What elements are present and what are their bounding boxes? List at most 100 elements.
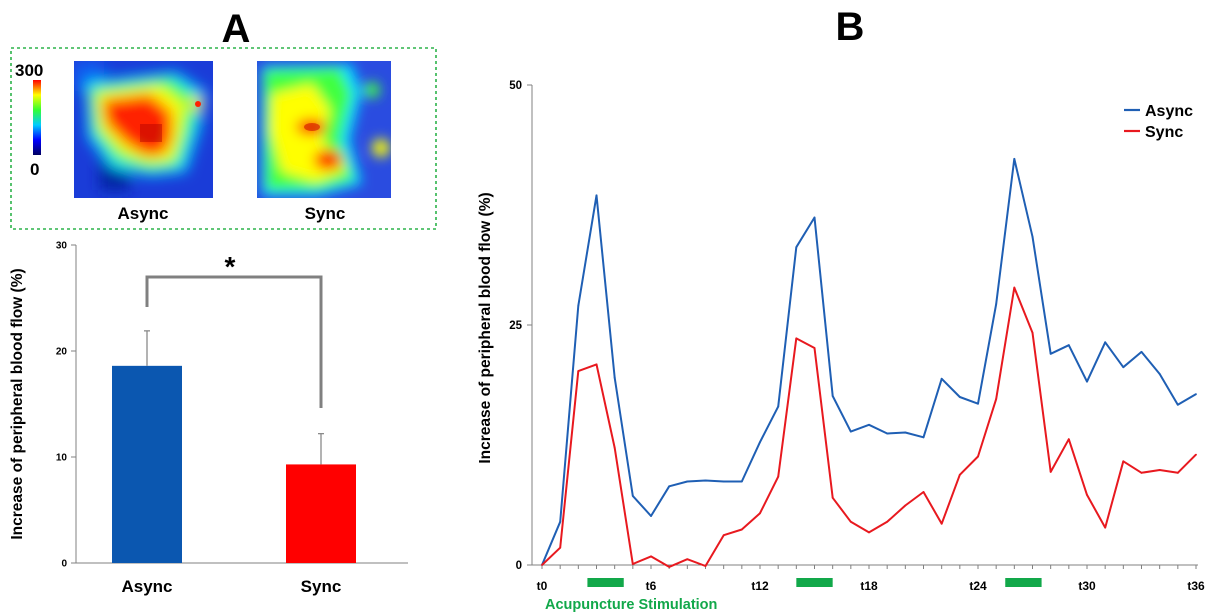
point-sync-4 [613, 446, 616, 449]
point-sync-20 [904, 504, 907, 507]
point-async-18 [868, 423, 870, 426]
point-sync-23 [958, 473, 961, 476]
point-async-7 [668, 485, 671, 488]
color-scale-max: 300 [15, 61, 43, 80]
point-sync-27 [1031, 331, 1034, 334]
point-async-33 [1140, 350, 1143, 353]
point-sync-19 [886, 520, 889, 523]
point-sync-15 [813, 347, 816, 349]
color-scale-min: 0 [30, 160, 39, 179]
point-async-29 [1067, 344, 1070, 347]
legend: Async Sync [1124, 103, 1193, 141]
point-async-2 [577, 304, 580, 307]
point-async-22 [940, 377, 943, 380]
legend-label-sync: Sync [1145, 124, 1183, 141]
point-async-12 [759, 441, 761, 444]
stimulation-marker-1 [796, 578, 833, 587]
point-async-15 [813, 216, 816, 219]
point-async-11 [740, 480, 743, 483]
point-async-25 [995, 302, 998, 305]
bar-category-label-sync: Sync [301, 577, 342, 596]
point-async-9 [704, 479, 707, 482]
heatmap-sync [257, 61, 391, 198]
bar-y-tick-label-1: 10 [56, 453, 68, 464]
point-sync-5 [631, 563, 634, 565]
point-async-32 [1122, 366, 1125, 369]
bar-async [112, 365, 182, 563]
point-sync-35 [1176, 471, 1179, 474]
point-sync-3 [595, 363, 598, 366]
point-sync-33 [1140, 471, 1143, 474]
color-scale-bar [33, 80, 41, 155]
point-sync-32 [1122, 460, 1125, 463]
stimulation-annotation: Acupuncture Stimulation [545, 597, 717, 613]
point-async-31 [1104, 341, 1107, 344]
point-sync-0 [541, 564, 543, 566]
stimulation-marker-0 [587, 578, 624, 587]
point-async-21 [922, 436, 925, 439]
point-async-36 [1195, 393, 1197, 396]
point-async-24 [977, 402, 979, 405]
point-async-4 [613, 376, 616, 379]
significance-marker: * [225, 251, 236, 282]
point-async-23 [958, 396, 961, 398]
line-y-tick-label-0: 0 [516, 560, 522, 572]
point-sync-14 [795, 337, 798, 340]
point-async-28 [1049, 352, 1052, 355]
point-async-17 [849, 430, 852, 433]
point-sync-2 [577, 370, 580, 372]
bar-y-tick-label-0: 0 [61, 559, 67, 570]
point-async-19 [886, 432, 889, 435]
point-async-8 [686, 480, 689, 483]
point-async-14 [795, 246, 798, 249]
point-async-16 [831, 395, 834, 397]
significance-bracket [145, 275, 323, 408]
point-sync-1 [559, 546, 562, 549]
heatmap-async-label: Async [117, 204, 168, 223]
line-x-tick-label-t30: t30 [1078, 579, 1096, 593]
point-sync-6 [650, 555, 652, 558]
point-sync-17 [849, 520, 852, 523]
point-sync-28 [1049, 470, 1052, 473]
point-sync-31 [1104, 526, 1107, 529]
line-chart: 0 25 50 t0 t6 t12 t18 t24 t30 t36 Increase of per… [477, 80, 1205, 613]
point-sync-21 [922, 491, 925, 493]
point-async-3 [595, 194, 598, 197]
panel-label-b: B [836, 5, 865, 49]
bar-sync [286, 464, 356, 563]
point-sync-30 [1086, 494, 1088, 496]
point-sync-36 [1195, 453, 1197, 456]
line-x-tick-label-t6: t6 [646, 579, 657, 593]
bar-chart: 0 10 20 30 Async Sync Increase of peripheral… [9, 241, 408, 596]
line-x-tick-label-t24: t24 [969, 579, 987, 593]
line-y-axis-title: Increase of peripheral blood flow (%) [477, 192, 494, 463]
point-sync-9 [704, 565, 707, 567]
point-async-34 [1158, 373, 1161, 375]
point-async-27 [1031, 235, 1034, 238]
heatmap-inset: 300 0 Async [10, 47, 437, 230]
point-async-10 [722, 480, 725, 483]
point-async-20 [904, 431, 907, 434]
point-sync-11 [740, 528, 743, 531]
point-sync-7 [668, 566, 671, 568]
bar-y-tick-label-3: 30 [56, 241, 68, 252]
bar-category-label-async: Async [121, 577, 172, 596]
line-x-tick-label-t18: t18 [860, 579, 878, 593]
line-x-tick-label-t0: t0 [537, 579, 548, 593]
point-async-26 [1013, 158, 1016, 160]
point-async-35 [1176, 403, 1179, 406]
point-sync-25 [995, 398, 998, 400]
heatmap-border [10, 47, 437, 230]
series-line-async [541, 157, 1197, 566]
point-sync-22 [940, 522, 943, 525]
line-y-tick-label-2: 50 [509, 80, 522, 92]
point-async-1 [559, 520, 562, 523]
point-sync-10 [722, 534, 725, 537]
line-y-tick-label-1: 25 [509, 320, 522, 332]
heatmap-sync-label: Sync [305, 204, 346, 223]
point-async-30 [1086, 380, 1088, 383]
series-line-sync [541, 286, 1197, 568]
bar-y-axis-title: Increase of peripheral blood flow (%) [9, 268, 26, 539]
point-sync-18 [868, 531, 870, 534]
